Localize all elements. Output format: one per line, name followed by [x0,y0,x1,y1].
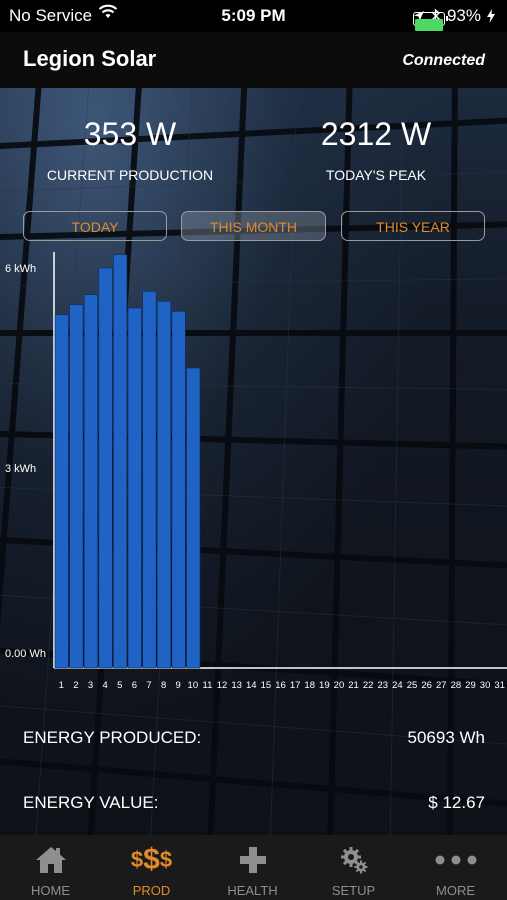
energy-produced-value: 50693 Wh [407,728,486,747]
chart-bar [127,307,142,669]
battery-percent: 93% [446,6,481,25]
x-tick-label: 2 [73,680,78,691]
battery-icon [412,12,448,31]
current-production-label: CURRENT PRODUCTION [46,167,214,183]
status-right: 93% [412,6,495,31]
tab-setup[interactable]: SETUP [303,835,404,900]
x-tick-label: 30 [480,680,491,691]
app-title: Legion Solar [23,46,157,71]
x-tick-label: 20 [334,680,345,691]
energy-value-label: ENERGY VALUE: [23,793,159,812]
location-arrow-icon [413,11,424,21]
chart-bar [69,304,84,669]
charging-bolt-icon [487,9,495,23]
chart-bar [142,291,157,669]
x-tick-label: 22 [363,680,374,691]
tab-label: PROD [132,883,171,898]
carrier-label: No Service [9,6,93,25]
plus-cross-icon [202,845,303,875]
x-tick-label: 13 [231,680,242,691]
home-icon [0,845,101,875]
chart-bar [156,301,172,669]
current-production-value: 353 W [83,116,177,152]
tab-health[interactable]: HEALTH [202,835,303,900]
range-tab-this-year[interactable]: THIS YEAR [341,211,485,241]
tab-label: HOME [31,883,70,898]
x-tick-label: 26 [421,680,432,691]
tab-label: HEALTH [227,883,278,898]
tab-bar: HOME $ $ $ PROD HEALTH [0,835,507,900]
x-tick-label: 8 [161,680,166,691]
chart-bar [171,311,186,669]
x-tick-label: 14 [246,680,257,691]
range-tab-today[interactable]: TODAY [23,211,167,241]
x-tick-label: 3 [88,680,93,691]
todays-peak-stat: 2312 W TODAY'S PEAK [286,116,466,183]
x-tick-label: 10 [188,680,199,691]
chart-bar [98,267,113,669]
todays-peak-label: TODAY'S PEAK [325,167,427,183]
y-tick-label: 3 kWh [5,463,36,475]
energy-value-value: $ 12.67 [428,793,485,812]
tab-label: SETUP [331,883,376,898]
x-tick-label: 7 [146,680,151,691]
x-tick-label: 21 [348,680,359,691]
x-tick-label: 11 [202,680,212,691]
range-tab-this-month[interactable]: THIS MONTH [181,211,326,241]
wifi-icon [98,4,118,25]
gears-icon [303,845,404,875]
dollar-signs-icon: $ $ $ [130,843,173,876]
x-tick-label: 25 [407,680,418,691]
y-tick-label: 6 kWh [5,263,36,275]
clock: 5:09 PM [221,6,286,25]
x-tick-label: 19 [319,680,330,691]
chart-bar [113,254,128,669]
x-tick-label: 29 [465,680,476,691]
x-tick-label: 27 [436,680,447,691]
chart-bar [83,294,98,669]
x-tick-label: 9 [176,680,181,691]
connection-status: Connected [402,52,485,69]
app-header: Legion Solar Connected [0,32,507,88]
x-tick-label: 1 [59,680,64,691]
status-bar: No Service 5:09 PM 93% [0,0,507,32]
tab-label: MORE [436,883,475,898]
tab-more[interactable]: MORE [404,835,507,900]
x-tick-label: 5 [117,680,122,691]
x-tick-label: 24 [392,680,403,691]
tab-prod[interactable]: $ $ $ PROD [101,835,202,900]
energy-produced-label: ENERGY PRODUCED: [23,728,202,747]
tab-home[interactable]: HOME [0,835,101,900]
x-tick-label: 17 [290,680,301,691]
current-production-stat: 353 W CURRENT PRODUCTION [40,116,220,183]
x-tick-label: 4 [102,680,107,691]
x-tick-label: 31 [494,680,505,691]
production-view: 353 W CURRENT PRODUCTION 2312 W TODAY'S … [0,88,507,835]
chart-bar [54,314,69,669]
x-tick-label: 23 [378,680,389,691]
x-tick-label: 16 [275,680,286,691]
x-tick-label: 6 [132,680,137,691]
x-tick-label: 12 [217,680,228,691]
more-dots-icon [404,845,507,875]
chart-bar [186,367,201,669]
x-tick-label: 18 [304,680,315,691]
todays-peak-value: 2312 W [320,116,432,152]
x-tick-label: 28 [451,680,462,691]
y-tick-label: 0.00 Wh [5,648,46,660]
x-tick-label: 15 [261,680,272,691]
bluetooth-icon [431,8,440,24]
